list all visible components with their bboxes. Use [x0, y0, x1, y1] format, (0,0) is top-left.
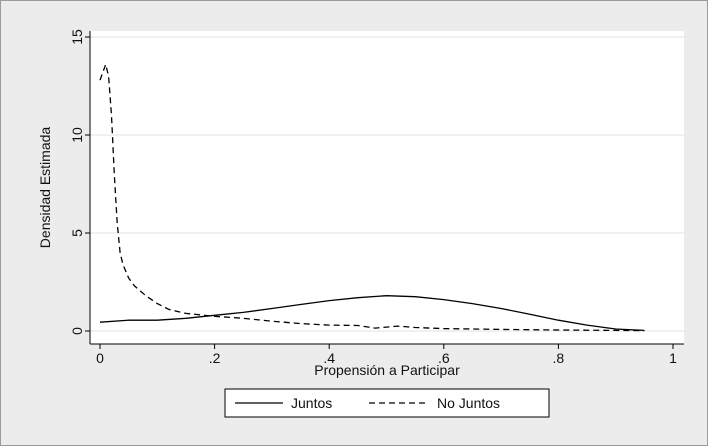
y-tick-label: 15: [69, 29, 85, 45]
x-tick-label: .6: [438, 350, 450, 366]
y-tick-label: 10: [69, 127, 85, 143]
legend-label-juntos: Juntos: [291, 395, 332, 411]
x-tick-label: .2: [209, 350, 221, 366]
grid-lines: [90, 36, 684, 332]
plot-area: [90, 31, 684, 344]
series-line-juntos: [99, 295, 645, 332]
x-tick-label: 0: [96, 350, 104, 366]
legend-label-no-juntos: No Juntos: [437, 395, 500, 411]
series-lines: [99, 63, 645, 332]
y-tick-label: 0: [69, 327, 85, 335]
axes: 0 5 10 15 0 .2 .4 .6 .8 1: [69, 29, 684, 366]
y-tick-label: 5: [69, 229, 85, 237]
x-axis-title: Propensión a Participar: [314, 362, 460, 378]
series-line-no-juntos: [99, 63, 645, 332]
x-tick-label: .8: [553, 350, 565, 366]
legend: Juntos No Juntos: [224, 388, 550, 418]
x-tick-label: .4: [323, 350, 335, 366]
x-tick-label: 1: [669, 350, 677, 366]
y-axis-title: Densidad Estimada: [37, 127, 53, 249]
